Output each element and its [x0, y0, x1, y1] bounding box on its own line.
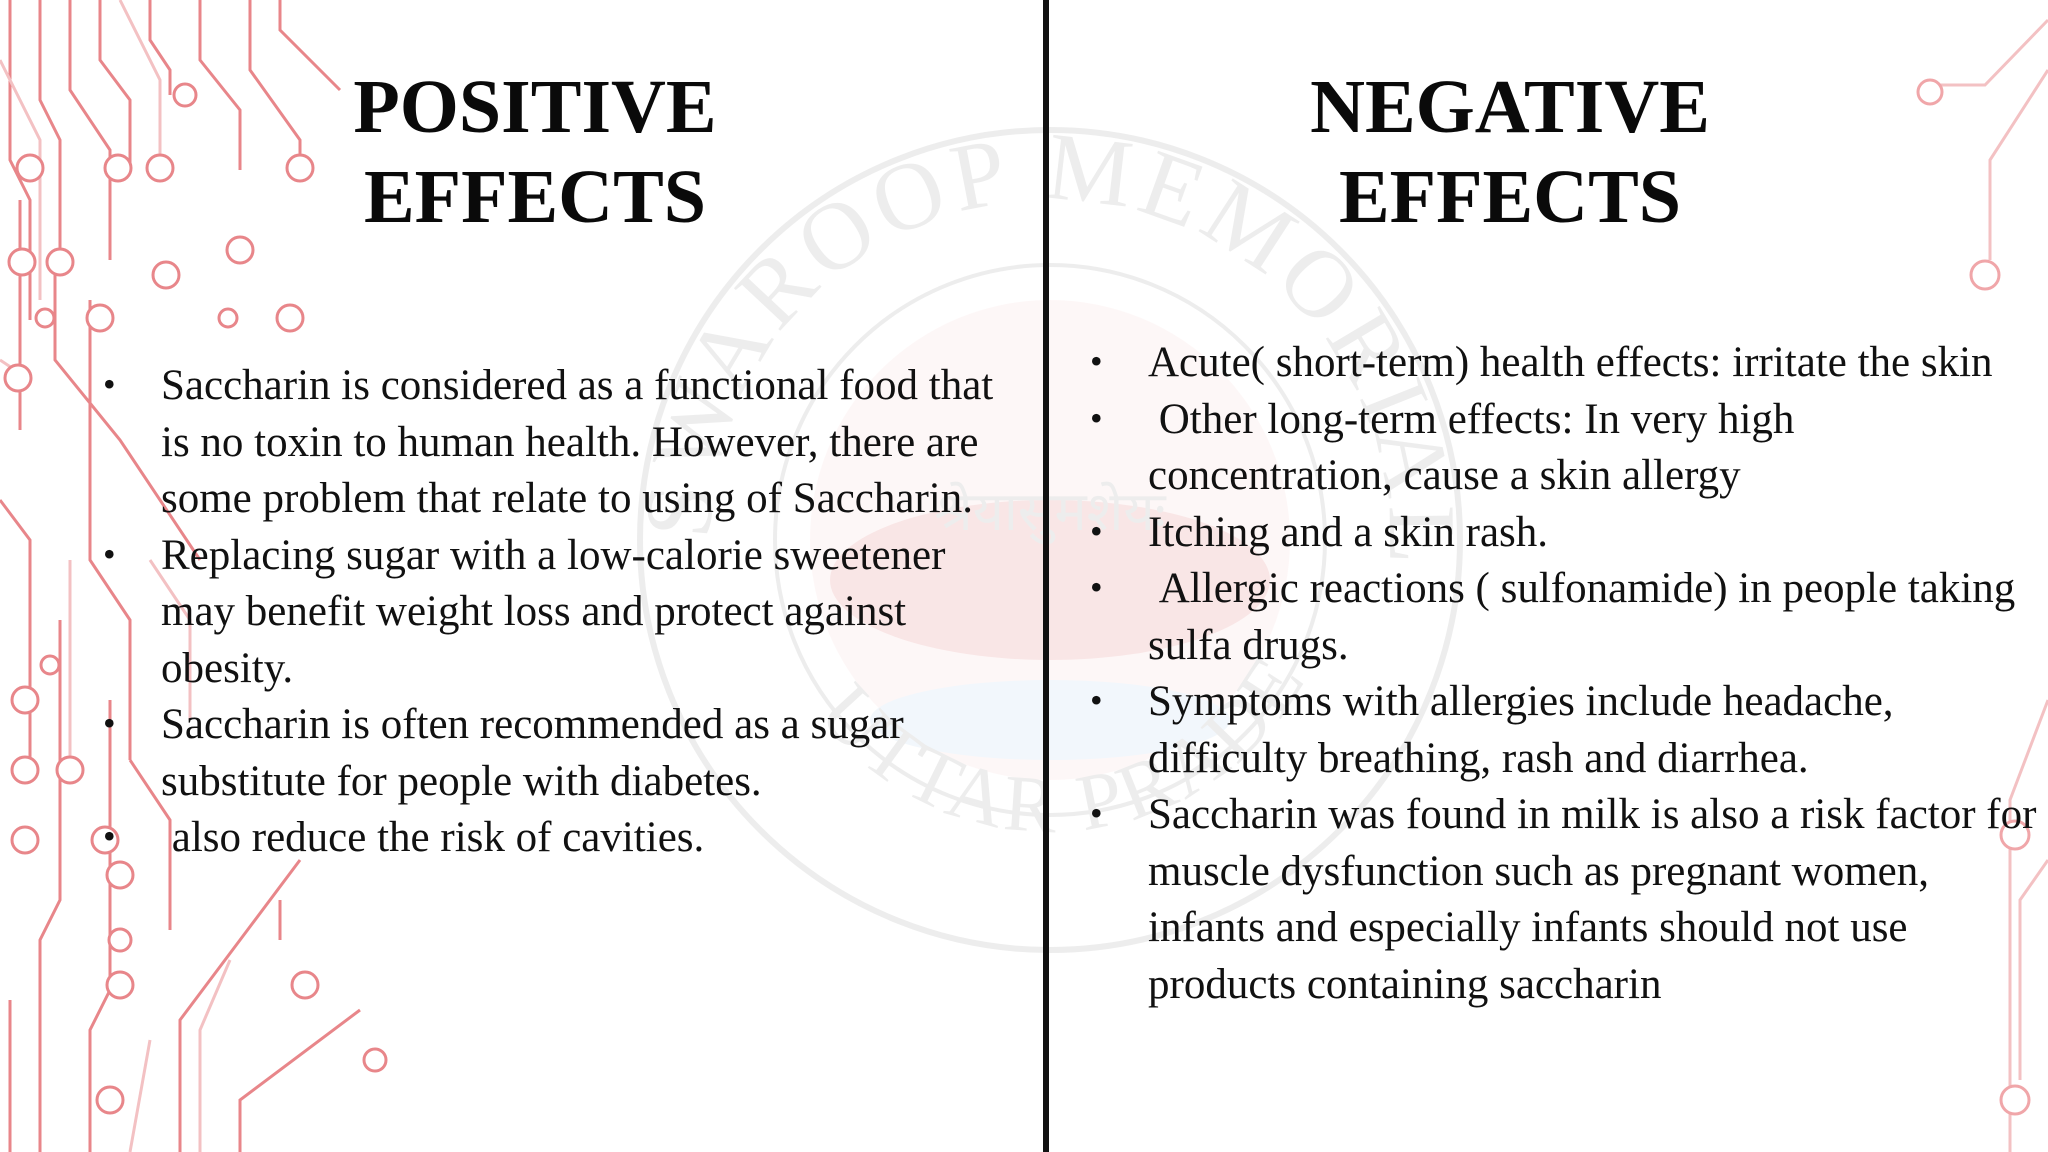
- column-divider: [1043, 0, 1049, 1152]
- negative-title-line2: EFFECTS: [1338, 155, 1682, 239]
- negative-effects-title: NEGATIVE EFFECTS: [1290, 62, 1730, 242]
- list-item-text: also reduce the risk of cavities.: [161, 814, 705, 861]
- list-item-text: Saccharin is often recommended as a suga…: [161, 701, 904, 805]
- bullet-icon: •: [103, 703, 116, 743]
- list-item: • Saccharin was found in milk is also a r…: [1090, 787, 2040, 1013]
- list-item: • Other long-term effects: In very high …: [1090, 392, 2040, 505]
- list-item: • Acute( short-term) health effects: irri…: [1090, 335, 2040, 392]
- list-item: • also reduce the risk of cavities.: [103, 810, 1023, 867]
- list-item-text: Acute( short-term) health effects: irrit…: [1148, 339, 1993, 386]
- list-item: • Saccharin is often recommended as a sug…: [103, 697, 1023, 810]
- negative-effects-list: • Acute( short-term) health effects: irri…: [1090, 335, 2040, 1013]
- list-item: • Symptoms with allergies include headach…: [1090, 674, 2040, 787]
- list-item-text: Replacing sugar with a low-calorie sweet…: [161, 531, 946, 692]
- list-item-text: Itching and a skin rash.: [1148, 508, 1549, 556]
- list-item-text: Other long-term effects: In very high co…: [1148, 395, 1806, 500]
- bullet-icon: •: [103, 364, 116, 404]
- list-item: • Replacing sugar with a low-calorie swee…: [103, 528, 1023, 698]
- bullet-icon: •: [1090, 397, 1103, 438]
- list-item: • Allergic reactions ( sulfonamide) in p…: [1090, 561, 2040, 674]
- positive-title-line2: EFFECTS: [363, 155, 707, 239]
- bullet-icon: •: [1090, 793, 1103, 833]
- positive-effects-list: • Saccharin is considered as a functional…: [103, 358, 1023, 867]
- bullet-icon: •: [1090, 567, 1103, 607]
- bullet-icon: •: [1090, 680, 1103, 720]
- list-item: • Itching and a skin rash.: [1090, 505, 2040, 562]
- watermark-center-text: श्रेयासुमशेयः: [934, 480, 1166, 545]
- bullet-icon: •: [1090, 341, 1103, 381]
- bullet-icon: •: [1090, 510, 1103, 551]
- list-item: • Saccharin is considered as a functional…: [103, 358, 1023, 528]
- list-item-text: Allergic reactions ( sulfonamide) in peo…: [1148, 565, 2027, 669]
- circuit-decoration-left: [0, 0, 388, 1152]
- list-item-text: Symptoms with allergies include headache…: [1148, 678, 1894, 782]
- bullet-icon: •: [103, 816, 116, 856]
- list-item-text: Saccharin was found in milk is also a ri…: [1148, 791, 2037, 1008]
- positive-effects-title: POSITIVE EFFECTS: [330, 62, 740, 242]
- positive-title-line1: POSITIVE: [353, 65, 717, 149]
- list-item-text: Saccharin is considered as a functional …: [161, 362, 994, 522]
- bullet-icon: •: [103, 533, 116, 574]
- negative-title-line1: NEGATIVE: [1310, 65, 1710, 149]
